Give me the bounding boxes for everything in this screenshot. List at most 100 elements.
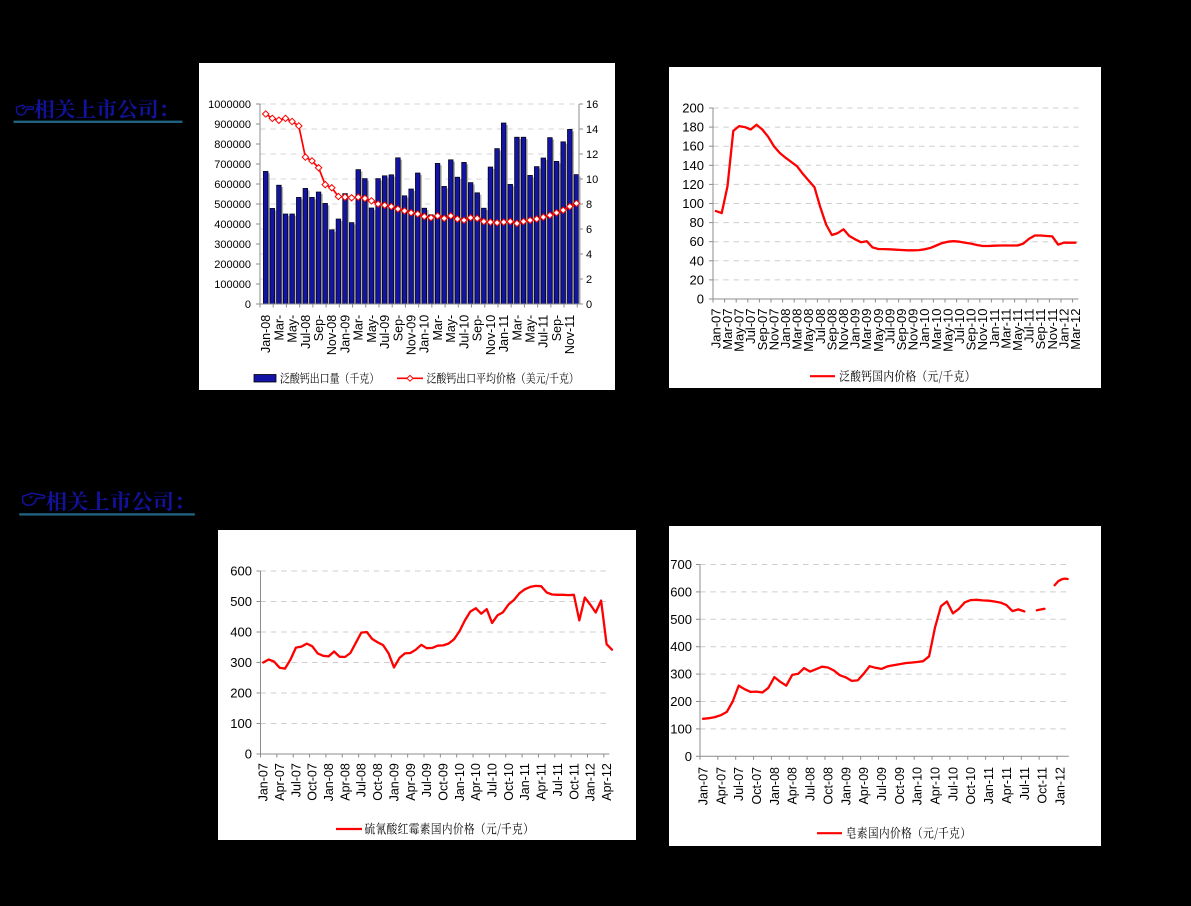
- svg-text:Mar-12: Mar-12: [1068, 309, 1083, 350]
- svg-text:40: 40: [690, 253, 704, 268]
- svg-text:600: 600: [670, 584, 692, 599]
- svg-text:400000: 400000: [214, 219, 251, 231]
- svg-text:500: 500: [230, 594, 252, 609]
- svg-text:100000: 100000: [214, 279, 251, 291]
- svg-text:Jul-08: Jul-08: [813, 309, 828, 344]
- svg-text:Jan-08: Jan-08: [259, 315, 273, 353]
- svg-text:Jul-10: Jul-10: [457, 315, 471, 349]
- svg-text:Apr-11: Apr-11: [1000, 767, 1014, 804]
- svg-text:Jul-11: Jul-11: [1018, 767, 1032, 800]
- svg-text:Jul-08: Jul-08: [804, 767, 818, 801]
- svg-text:May-: May-: [365, 315, 379, 343]
- svg-text:Sep-07: Sep-07: [755, 309, 770, 351]
- svg-text:Jan-12: Jan-12: [584, 763, 598, 801]
- svg-text:Oct-09: Oct-09: [437, 763, 451, 801]
- svg-text:Jul-11: Jul-11: [551, 763, 565, 796]
- svg-text:May-11: May-11: [1010, 309, 1025, 351]
- svg-text:500: 500: [670, 612, 692, 627]
- svg-text:600: 600: [230, 564, 252, 579]
- svg-text:Jul-09: Jul-09: [882, 309, 897, 344]
- svg-text:Jul-09: Jul-09: [875, 767, 889, 801]
- svg-text:Sep-: Sep-: [312, 315, 326, 341]
- svg-text:400: 400: [670, 639, 692, 654]
- svg-text:May-: May-: [286, 315, 300, 343]
- svg-text:Mar-09: Mar-09: [859, 309, 874, 350]
- svg-text:20: 20: [690, 272, 704, 287]
- svg-text:Nov-07: Nov-07: [766, 309, 781, 351]
- svg-text:Nov-08: Nov-08: [836, 309, 851, 351]
- svg-text:Mar-11: Mar-11: [998, 309, 1013, 349]
- svg-text:300000: 300000: [214, 239, 251, 251]
- svg-text:Jul-10: Jul-10: [952, 309, 967, 344]
- svg-text:Apr-10: Apr-10: [469, 763, 483, 801]
- svg-text:100: 100: [670, 721, 692, 736]
- svg-text:Jan-08: Jan-08: [778, 309, 793, 349]
- svg-text:Jan-10: Jan-10: [418, 315, 432, 353]
- svg-text:100: 100: [230, 716, 252, 731]
- svg-text:16: 16: [586, 99, 598, 111]
- svg-text:Mar-: Mar-: [510, 315, 524, 341]
- svg-text:Jan-07: Jan-07: [697, 767, 711, 805]
- svg-text:Jan-07: Jan-07: [257, 763, 271, 801]
- svg-text:Sep-08: Sep-08: [824, 309, 839, 351]
- svg-text:Jan-11: Jan-11: [987, 309, 1002, 348]
- svg-text:Nov-09: Nov-09: [405, 315, 419, 355]
- svg-text:Apr-08: Apr-08: [338, 763, 352, 801]
- svg-text:Nov-11: Nov-11: [563, 315, 577, 354]
- svg-text:500000: 500000: [214, 199, 251, 211]
- svg-text:Apr-09: Apr-09: [404, 763, 418, 801]
- svg-text:May-07: May-07: [732, 309, 747, 352]
- svg-text:60: 60: [690, 234, 704, 249]
- svg-text:Jul-09: Jul-09: [378, 315, 392, 349]
- svg-text:May-09: May-09: [871, 309, 886, 352]
- svg-text:120: 120: [682, 177, 704, 192]
- svg-text:1000000: 1000000: [208, 99, 251, 111]
- svg-text:Jan-08: Jan-08: [322, 763, 336, 801]
- svg-text:Nov-11: Nov-11: [1045, 309, 1060, 350]
- svg-text:180: 180: [682, 120, 704, 135]
- svg-text:Jan-11: Jan-11: [982, 767, 996, 804]
- svg-text:Apr-09: Apr-09: [857, 767, 871, 805]
- svg-text:Apr-11: Apr-11: [535, 763, 549, 800]
- svg-text:Sep-: Sep-: [391, 315, 405, 341]
- svg-text:Sep-: Sep-: [471, 315, 485, 341]
- svg-text:Oct-11: Oct-11: [1036, 767, 1050, 804]
- svg-text:Jul-11: Jul-11: [537, 315, 551, 348]
- svg-text:0: 0: [245, 299, 251, 311]
- svg-text:200: 200: [670, 694, 692, 709]
- svg-text:140: 140: [682, 158, 704, 173]
- svg-text:200: 200: [682, 101, 704, 116]
- svg-text:0: 0: [685, 749, 692, 764]
- svg-text:Jul-09: Jul-09: [420, 763, 434, 797]
- svg-text:Apr-10: Apr-10: [929, 767, 943, 805]
- svg-text:Sep-: Sep-: [550, 315, 564, 341]
- svg-text:900000: 900000: [214, 119, 251, 131]
- svg-text:Jul-10: Jul-10: [486, 763, 500, 797]
- svg-text:Jan-11: Jan-11: [518, 763, 532, 800]
- svg-text:Sep-11: Sep-11: [1033, 309, 1048, 350]
- svg-text:Nov-10: Nov-10: [975, 309, 990, 351]
- svg-text:Jan-10: Jan-10: [453, 763, 467, 801]
- svg-text:Nov-09: Nov-09: [906, 309, 921, 351]
- svg-text:Jul-07: Jul-07: [732, 767, 746, 801]
- svg-text:Nov-08: Nov-08: [325, 315, 339, 355]
- svg-text:Mar-: Mar-: [352, 315, 366, 341]
- svg-text:Nov-10: Nov-10: [484, 315, 498, 355]
- svg-text:Apr-07: Apr-07: [714, 767, 728, 805]
- svg-text:Jul-10: Jul-10: [946, 767, 960, 801]
- svg-text:Oct-08: Oct-08: [371, 763, 385, 801]
- svg-text:Oct-07: Oct-07: [306, 763, 320, 801]
- svg-text:Jan-09: Jan-09: [338, 315, 352, 353]
- svg-text:2: 2: [586, 274, 592, 286]
- svg-text:14: 14: [586, 124, 598, 136]
- svg-text:Oct-11: Oct-11: [567, 763, 581, 800]
- svg-text:Jan-10: Jan-10: [917, 309, 932, 349]
- svg-text:Jul-07: Jul-07: [289, 763, 303, 797]
- svg-text:160: 160: [682, 139, 704, 154]
- svg-text:300: 300: [670, 667, 692, 682]
- svg-text:Oct-10: Oct-10: [502, 763, 516, 801]
- svg-text:100: 100: [682, 196, 704, 211]
- svg-text:10: 10: [586, 174, 598, 186]
- svg-text:Jan-12: Jan-12: [1056, 309, 1071, 349]
- svg-text:8: 8: [586, 199, 592, 211]
